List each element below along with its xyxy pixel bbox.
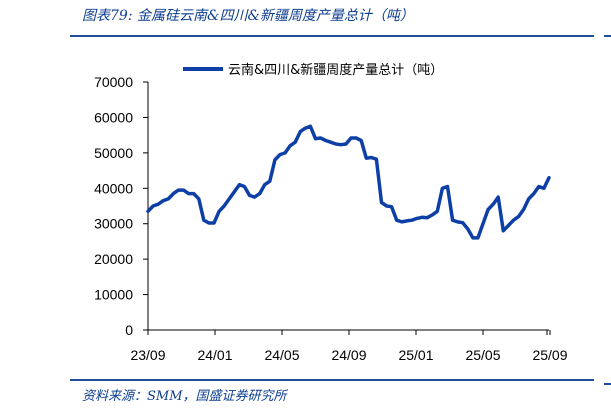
bottom-rule-right: [604, 383, 611, 385]
source-note: 资料来源：SMM，国盛证券研究所: [82, 389, 287, 404]
top-rule-right: [604, 35, 611, 37]
y-tick-label: 60000: [94, 109, 133, 125]
axes: [143, 81, 551, 335]
x-tick-labels: 23/09 24/01 24/05 24/09 25/01 25/05 25/09: [130, 347, 567, 363]
y-tick-label: 30000: [94, 216, 133, 232]
legend-label: 云南&四川&新疆周度产量总计（吨）: [228, 62, 443, 78]
y-tick-label: 40000: [94, 180, 133, 196]
y-tick-labels: 0 10000 20000 30000 40000 50000 60000 70000: [94, 74, 133, 338]
bottom-rule: [70, 379, 594, 381]
x-tick-label: 24/09: [331, 347, 366, 363]
x-tick-label: 23/09: [130, 347, 165, 363]
x-tick-label: 25/09: [532, 347, 567, 363]
y-tick-label: 10000: [94, 287, 133, 303]
y-tick-label: 70000: [94, 74, 133, 90]
line-chart: 云南&四川&新疆周度产量总计（吨） 0 10000 20000 30000 40000 5…: [94, 62, 568, 363]
x-tick-label: 24/01: [197, 347, 232, 363]
y-tick-label: 0: [125, 322, 133, 338]
series-line: [146, 124, 551, 240]
top-rule: [70, 35, 594, 37]
x-tick-label: 24/05: [264, 347, 299, 363]
y-tick-label: 20000: [94, 251, 133, 267]
figure-caption: 图表79: 金属硅云南&四川&新疆周度产量总计（吨）: [82, 8, 414, 24]
legend: 云南&四川&新疆周度产量总计（吨）: [183, 62, 443, 78]
x-tick-label: 25/05: [465, 347, 500, 363]
y-tick-label: 50000: [94, 145, 133, 161]
series-layer: [146, 124, 551, 240]
x-tick-label: 25/01: [398, 347, 433, 363]
